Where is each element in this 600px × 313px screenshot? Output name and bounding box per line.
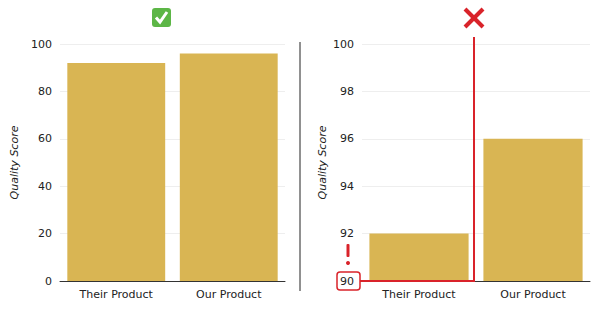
svg-text:0: 0 bbox=[45, 275, 52, 288]
svg-text:Quality Score: Quality Score bbox=[316, 125, 329, 199]
svg-text:Our Product: Our Product bbox=[500, 288, 566, 301]
svg-text:94: 94 bbox=[340, 180, 354, 193]
svg-text:Their Product: Their Product bbox=[79, 288, 154, 301]
svg-text:Our Product: Our Product bbox=[196, 288, 262, 301]
svg-text:100: 100 bbox=[333, 38, 354, 51]
svg-text:60: 60 bbox=[38, 132, 52, 145]
svg-text:90: 90 bbox=[340, 275, 354, 288]
svg-text:100: 100 bbox=[31, 38, 52, 51]
svg-text:20: 20 bbox=[38, 227, 52, 240]
svg-text:40: 40 bbox=[38, 180, 52, 193]
svg-text:98: 98 bbox=[340, 85, 354, 98]
svg-text:Their Product: Their Product bbox=[381, 288, 456, 301]
svg-text:96: 96 bbox=[340, 132, 354, 145]
svg-text:Quality Score: Quality Score bbox=[8, 125, 21, 199]
svg-text:80: 80 bbox=[38, 85, 52, 98]
svg-text:92: 92 bbox=[340, 227, 354, 240]
